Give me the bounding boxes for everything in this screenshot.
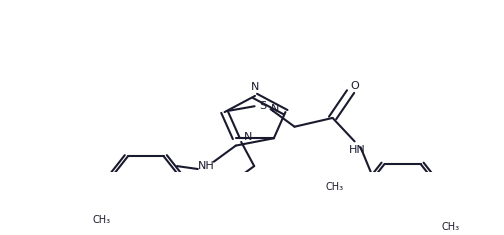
Text: N: N	[271, 104, 280, 114]
Text: CH₃: CH₃	[326, 182, 344, 192]
Text: HN: HN	[349, 145, 366, 155]
Text: N: N	[244, 132, 253, 142]
Text: S: S	[259, 101, 266, 111]
Text: N: N	[251, 82, 259, 92]
Text: NH: NH	[198, 161, 214, 171]
Text: O: O	[350, 81, 359, 91]
Text: CH₃: CH₃	[93, 215, 111, 225]
Text: CH₃: CH₃	[442, 222, 460, 232]
